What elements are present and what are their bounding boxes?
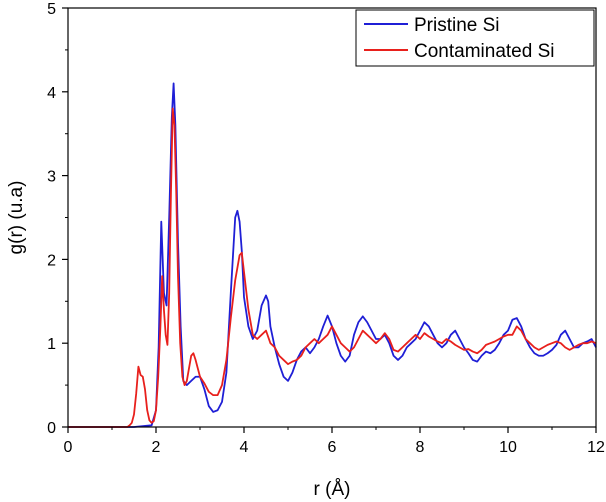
y-tick-label: 2 [47, 252, 56, 269]
x-tick-label: 4 [240, 439, 249, 456]
x-tick-label: 6 [328, 439, 337, 456]
series-line-pristine [68, 82, 597, 428]
y-tick-label: 0 [47, 420, 56, 437]
x-tick-label: 2 [152, 439, 161, 456]
legend-box [355, 9, 595, 67]
legend-label-contaminated: Contaminated Si [414, 41, 554, 62]
series-line-contaminated [68, 107, 597, 428]
y-tick-label: 1 [47, 336, 56, 353]
y-tick-label: 4 [47, 85, 56, 102]
y-tick-label: 3 [47, 169, 56, 186]
x-tick-label: 10 [499, 439, 517, 456]
y-axis-title: g(r) (u.a) [6, 181, 27, 255]
y-tick-label: 5 [47, 1, 56, 18]
x-axis-title: r (Å) [314, 479, 351, 500]
x-tick-label: 0 [64, 439, 73, 456]
legend: Pristine Si Contaminated Si [355, 9, 595, 67]
legend-label-pristine: Pristine Si [414, 15, 500, 36]
plot-frame [67, 7, 597, 428]
plot-series-group [68, 82, 597, 428]
x-tick-label: 8 [416, 439, 425, 456]
x-tick-label: 12 [587, 439, 605, 456]
